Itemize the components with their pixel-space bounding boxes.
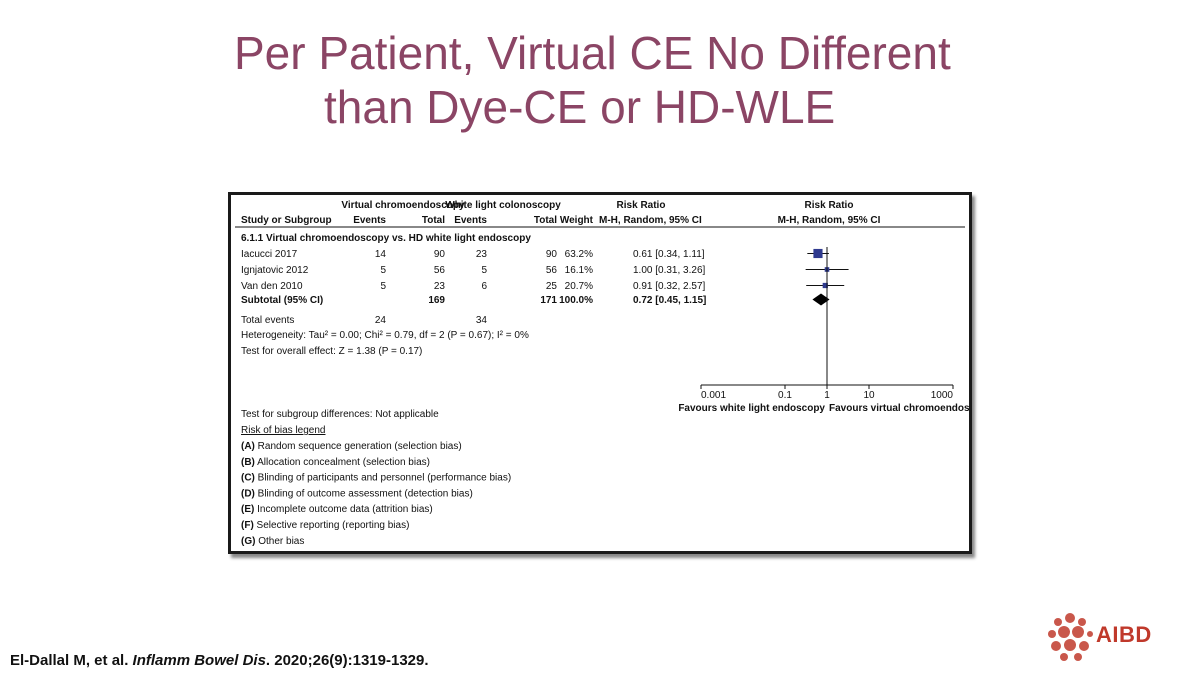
total-events-virtual: 24: [375, 315, 387, 326]
study-virtual-events: 5: [380, 265, 386, 276]
logo-dot: [1064, 639, 1076, 651]
favours-left-label: Favours white light endoscopy: [678, 403, 825, 414]
subtotal-wl-total: 171: [540, 295, 557, 306]
logo-dot: [1079, 641, 1089, 651]
col-wl-events: Events: [454, 215, 487, 226]
subtotal-virtual-total: 169: [428, 295, 445, 306]
col-wl-total: Total: [534, 215, 557, 226]
study-wl-total: 25: [546, 281, 558, 292]
col-rr-method: M-H, Random, 95% CI: [599, 215, 702, 226]
bias-legend-item: (D) Blinding of outcome assessment (dete…: [241, 488, 473, 499]
study-ci-text: 1.00 [0.31, 3.26]: [633, 265, 706, 276]
logo-dot: [1054, 618, 1062, 626]
x-axis-tick-label: 10: [863, 390, 875, 401]
study-wl-events: 23: [476, 249, 488, 260]
forest-plot-figure: Virtual chromoendoscopy White light colon…: [228, 192, 972, 554]
aibd-logo-icon: [1048, 613, 1093, 661]
bias-legend-item: (F) Selective reporting (reporting bias): [241, 520, 409, 531]
study-wl-events: 5: [481, 265, 487, 276]
study-virtual-total: 23: [434, 281, 446, 292]
subtotal-label: Subtotal (95% CI): [241, 295, 323, 306]
citation-journal: Inflamm Bowel Dis: [132, 652, 266, 669]
logo-dot: [1058, 626, 1070, 638]
slide-title-line-2: than Dye-CE or HD-WLE: [324, 81, 836, 133]
subgroup-differences-text: Test for subgroup differences: Not appli…: [241, 409, 439, 420]
study-ci-text: 0.61 [0.34, 1.11]: [633, 249, 705, 260]
citation-details: 2020;26(9):1319-1329.: [274, 652, 429, 669]
bias-legend-item: (B) Allocation concealment (selection bi…: [241, 457, 430, 468]
plot-rr-method: M-H, Random, 95% CI: [778, 215, 881, 226]
col-weight: Weight: [560, 215, 594, 226]
citation: El-Dallal M, et al. Inflamm Bowel Dis. 2…: [10, 652, 429, 669]
study-virtual-events: 14: [375, 249, 387, 260]
x-axis-tick-label: 0.1: [778, 390, 792, 401]
x-axis-tick-label: 0.001: [701, 390, 726, 401]
heterogeneity-text: Heterogeneity: Tau² = 0.00; Chi² = 0.79,…: [241, 330, 529, 341]
x-axis-tick-label: 1: [824, 390, 830, 401]
study-weight: 16.1%: [565, 265, 593, 276]
bias-legend-item: (C) Blinding of participants and personn…: [241, 473, 511, 484]
logo-dot: [1087, 631, 1093, 637]
logo-dot: [1065, 613, 1075, 623]
logo-dot: [1051, 641, 1061, 651]
bias-legend-item: (G) Other bias: [241, 536, 304, 547]
bias-legend-item: (E) Incomplete outcome data (attrition b…: [241, 504, 433, 515]
bias-legend-title: Risk of bias legend: [241, 425, 326, 436]
header-risk-ratio-table: Risk Ratio: [617, 200, 666, 211]
logo-dot: [1048, 630, 1056, 638]
study-name: Van den 2010: [241, 281, 303, 292]
study-wl-total: 56: [546, 265, 558, 276]
study-effect-marker: [822, 282, 828, 289]
study-virtual-events: 5: [380, 281, 386, 292]
subgroup-heading: 6.1.1 Virtual chromoendoscopy vs. HD whi…: [241, 233, 531, 244]
header-risk-ratio-plot: Risk Ratio: [805, 200, 854, 211]
study-effect-marker: [813, 248, 823, 259]
overall-effect-text: Test for overall effect: Z = 1.38 (P = 0…: [241, 346, 422, 357]
study-wl-events: 6: [481, 281, 487, 292]
col-virtual-total: Total: [422, 215, 445, 226]
logo-dot: [1078, 618, 1086, 626]
study-weight: 20.7%: [565, 281, 593, 292]
col-study: Study or Subgroup: [241, 215, 332, 226]
header-group-virtual: Virtual chromoendoscopy: [341, 200, 465, 211]
logo-dot: [1072, 626, 1084, 638]
x-axis-tick-label: 1000: [931, 390, 954, 401]
study-weight: 63.2%: [565, 249, 593, 260]
subtotal-weight: 100.0%: [559, 295, 593, 306]
pooled-effect-diamond: [812, 293, 830, 306]
header-group-white-light: White light colonoscopy: [445, 200, 561, 211]
col-virtual-events: Events: [353, 215, 386, 226]
subtotal-ci-text: 0.72 [0.45, 1.15]: [633, 295, 706, 306]
study-wl-total: 90: [546, 249, 558, 260]
study-virtual-total: 56: [434, 265, 446, 276]
total-events-label: Total events: [241, 315, 294, 326]
logo-dot: [1060, 653, 1068, 661]
logo-dot: [1074, 653, 1082, 661]
study-name: Ignjatovic 2012: [241, 265, 309, 276]
favours-right-label: Favours virtual chromoendoscopy: [829, 403, 969, 414]
slide-title-line-1: Per Patient, Virtual CE No Different: [234, 27, 951, 79]
study-virtual-total: 90: [434, 249, 446, 260]
citation-authors: El-Dallal M, et al.: [10, 652, 129, 669]
bias-legend-item: (A) Random sequence generation (selectio…: [241, 441, 462, 452]
study-name: Iacucci 2017: [241, 249, 298, 260]
aibd-logo-text: AIBD: [1096, 622, 1152, 647]
study-ci-text: 0.91 [0.32, 2.57]: [633, 281, 706, 292]
total-events-wl: 34: [476, 315, 488, 326]
